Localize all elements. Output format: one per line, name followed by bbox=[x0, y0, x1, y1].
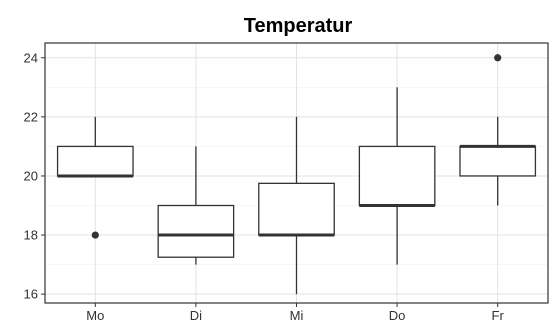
box-di bbox=[157, 146, 235, 265]
x-tick-label-do: Do bbox=[389, 308, 406, 323]
interquartile-box bbox=[358, 145, 436, 207]
y-tick-label: 16 bbox=[24, 287, 38, 302]
y-tick-label: 24 bbox=[24, 50, 38, 65]
y-tick-label: 22 bbox=[24, 109, 38, 124]
box-series bbox=[56, 54, 537, 295]
y-tick-label: 18 bbox=[24, 228, 38, 243]
outlier-point bbox=[494, 54, 502, 62]
box-do bbox=[358, 87, 436, 265]
x-tick-label-fr: Fr bbox=[492, 308, 505, 323]
interquartile-box bbox=[56, 145, 134, 177]
x-tick-label-di: Di bbox=[190, 308, 202, 323]
chart-title: Temperatur bbox=[244, 15, 353, 37]
axes: 16 18 20 22 24 Mo Di Mi Do Fr bbox=[24, 50, 505, 323]
x-tick-label-mo: Mo bbox=[86, 308, 104, 323]
interquartile-box bbox=[459, 145, 537, 177]
box-fr bbox=[459, 54, 537, 206]
interquartile-box bbox=[258, 182, 335, 236]
box-mo bbox=[56, 116, 134, 239]
x-tick-label-mi: Mi bbox=[290, 308, 304, 323]
interquartile-box bbox=[157, 204, 235, 258]
outlier-point bbox=[91, 231, 99, 239]
y-tick-label: 20 bbox=[24, 168, 38, 183]
box-mi bbox=[258, 116, 335, 295]
